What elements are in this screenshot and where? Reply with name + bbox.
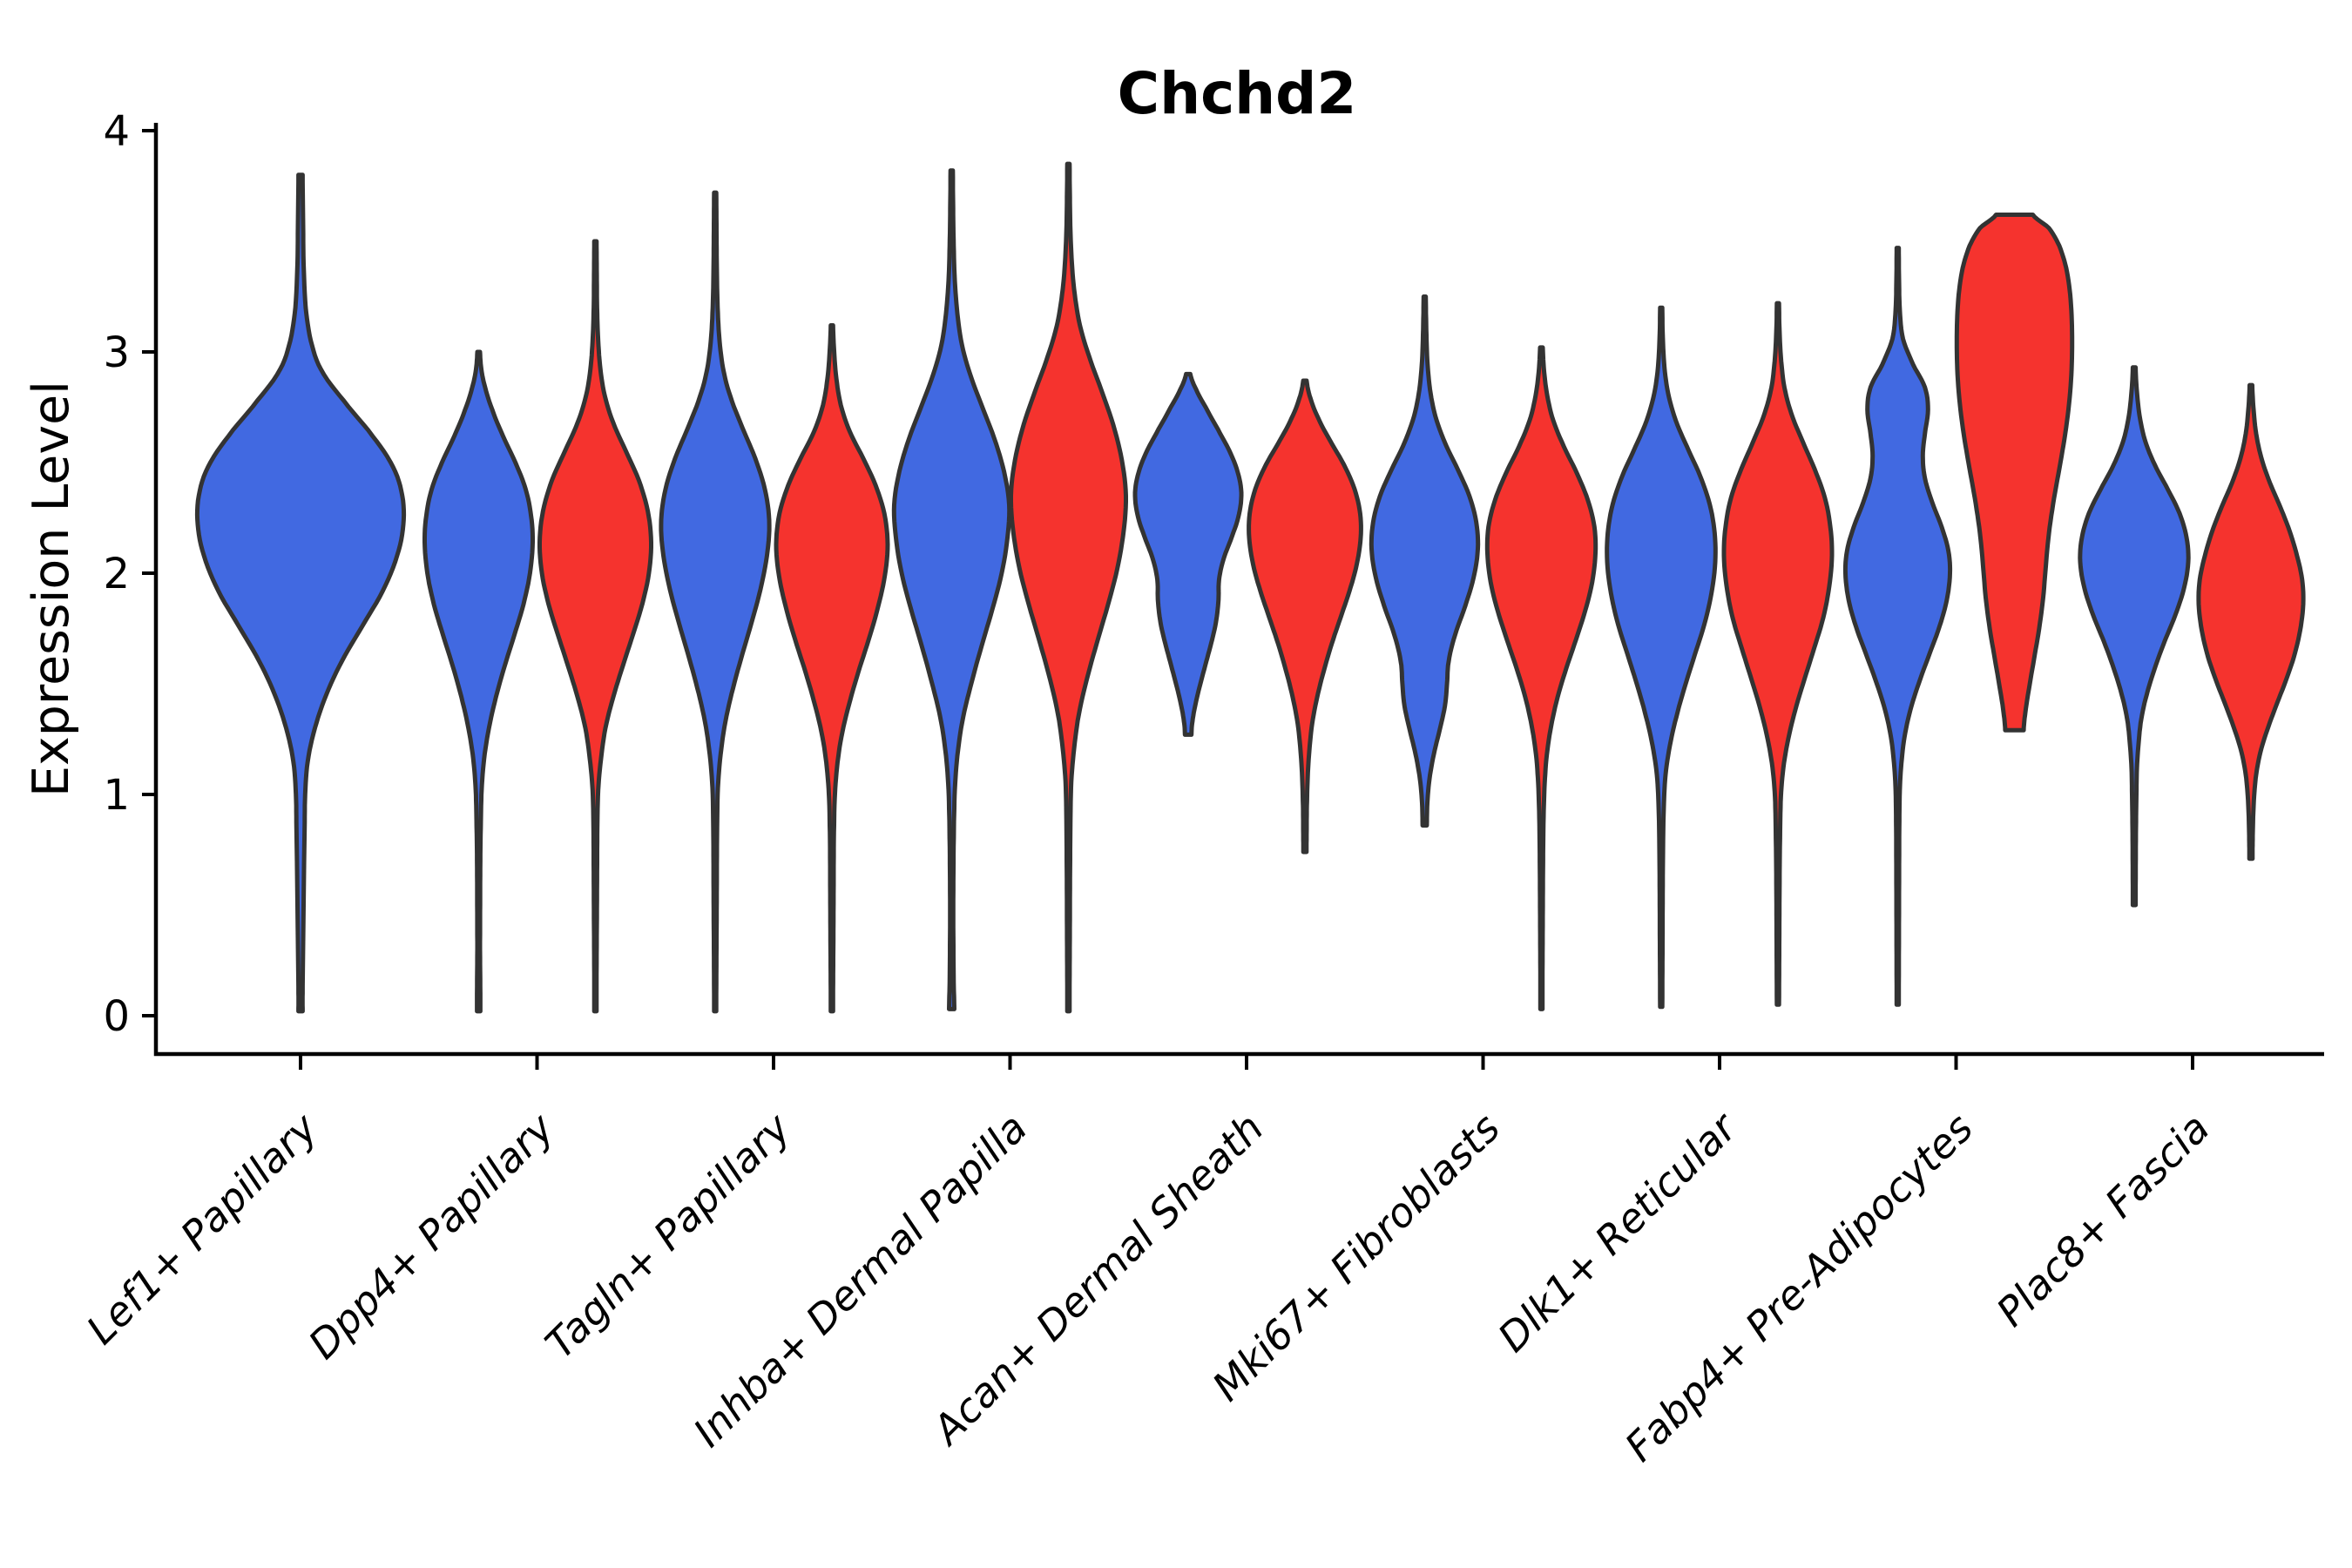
violin-fabp4-pre-adipocytes-red: [1954, 213, 2075, 733]
y-tick-label-0: 0: [103, 992, 130, 1041]
axis-spines: [153, 123, 2324, 1057]
violin-inhba-dermal-papilla-red: [1009, 161, 1128, 1014]
violin-plac8-fascia-red: [2196, 382, 2306, 862]
violin-acan-dermal-sheath-red: [1247, 378, 1363, 855]
violin-plac8-fascia-blue: [2078, 365, 2191, 908]
y-tick-label-3: 3: [103, 328, 130, 377]
violins-layer: [194, 161, 2306, 1014]
violin-acan-dermal-sheath-blue: [1132, 371, 1244, 737]
violin-tagln-papillary-blue: [659, 190, 772, 1014]
violin-inhba-dermal-papilla-blue: [891, 168, 1012, 1011]
violin-mki67-fibroblasts-blue: [1369, 294, 1481, 828]
x-tick-label-dlk1-reticular: Dlk1+ Reticular: [1489, 1102, 1747, 1361]
x-tick-label-dpp4-papillary: Dpp4+ Papillary: [300, 1104, 564, 1368]
violin-dlk1-reticular-red: [1721, 301, 1835, 1007]
violin-mki67-fibroblasts-red: [1484, 345, 1598, 1011]
y-tick-label-4: 4: [103, 107, 130, 156]
violin-fabp4-pre-adipocytes-blue: [1842, 246, 1953, 1007]
x-tick-label-plac8-fascia: Plac8+ Fascia: [1987, 1105, 2218, 1335]
y-tick-label-1: 1: [103, 771, 130, 820]
x-tick-label-lef1-papillary: Lef1+ Papillary: [78, 1104, 327, 1353]
violin-lef1-papillary-blue: [194, 172, 407, 1014]
violin-dlk1-reticular-blue: [1605, 305, 1718, 1010]
chart-title: Chchd2: [1118, 60, 1357, 127]
x-tick-label-tagln-papillary: Tagln+ Papillary: [536, 1104, 800, 1368]
violin-dpp4-papillary-blue: [422, 349, 535, 1014]
violin-tagln-papillary-red: [774, 323, 890, 1014]
violin-dpp4-papillary-red: [537, 239, 653, 1014]
y-tick-label-2: 2: [103, 550, 130, 598]
y-axis-label: Expression Level: [23, 381, 80, 797]
